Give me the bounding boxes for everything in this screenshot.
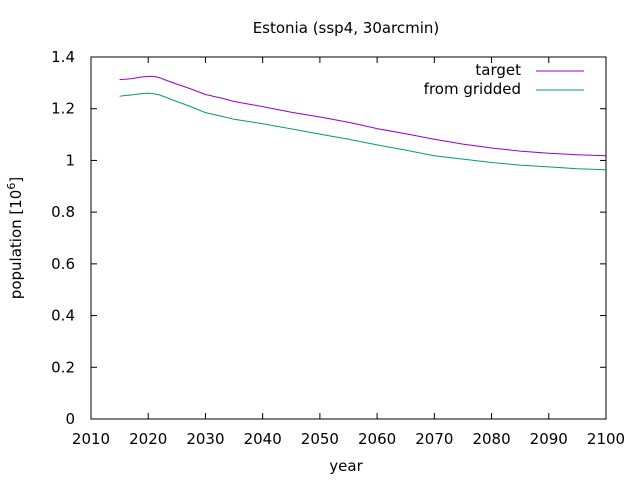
y-axis-label: population [106]: [5, 177, 25, 299]
y-tick-label: 0.4: [51, 307, 75, 325]
y-axis-label-close: ]: [7, 177, 25, 183]
series-line-2: [119, 92, 607, 171]
x-tick-label: 2010: [72, 430, 110, 448]
x-tick-label: 2040: [244, 430, 282, 448]
y-tick-label: 1.4: [51, 48, 75, 66]
y-axis-label-exponent: 6: [5, 183, 18, 190]
y-tick-label: 0.8: [51, 203, 75, 221]
plot-border: [90, 56, 607, 420]
x-tick-label: 2060: [358, 430, 396, 448]
x-tick-label: 2080: [472, 430, 510, 448]
y-tick-label: 0.2: [51, 358, 75, 376]
x-axis: 2010 2020 2030 2040 2050 2060 2070 2080 2090 2100: [72, 57, 625, 448]
x-tick-label: 2020: [129, 430, 167, 448]
x-tick-label: 2090: [530, 430, 568, 448]
x-tick-label: 2050: [301, 430, 339, 448]
x-tick-label: 2100: [587, 430, 625, 448]
y-tick-label: 0.6: [51, 255, 75, 273]
legend-label: target: [475, 61, 521, 79]
y-tick-label: 1: [65, 151, 75, 169]
legend-label: from gridded: [424, 80, 521, 98]
y-tick-label: 1.2: [51, 100, 75, 118]
y-tick-label: 0: [65, 410, 75, 428]
chart-title: Estonia (ssp4, 30arcmin): [253, 19, 440, 37]
plot-frame: [90, 56, 607, 420]
y-axis: 0 0.2 0.4 0.6 0.8 1 1.2 1.4: [51, 48, 606, 428]
x-tick-label: 2070: [415, 430, 453, 448]
series-line-1: [119, 75, 607, 157]
y-axis-label-main: population [10: [7, 190, 25, 300]
series-lines: [119, 75, 607, 171]
x-tick-label: 2030: [186, 430, 224, 448]
x-axis-label: year: [329, 457, 363, 475]
